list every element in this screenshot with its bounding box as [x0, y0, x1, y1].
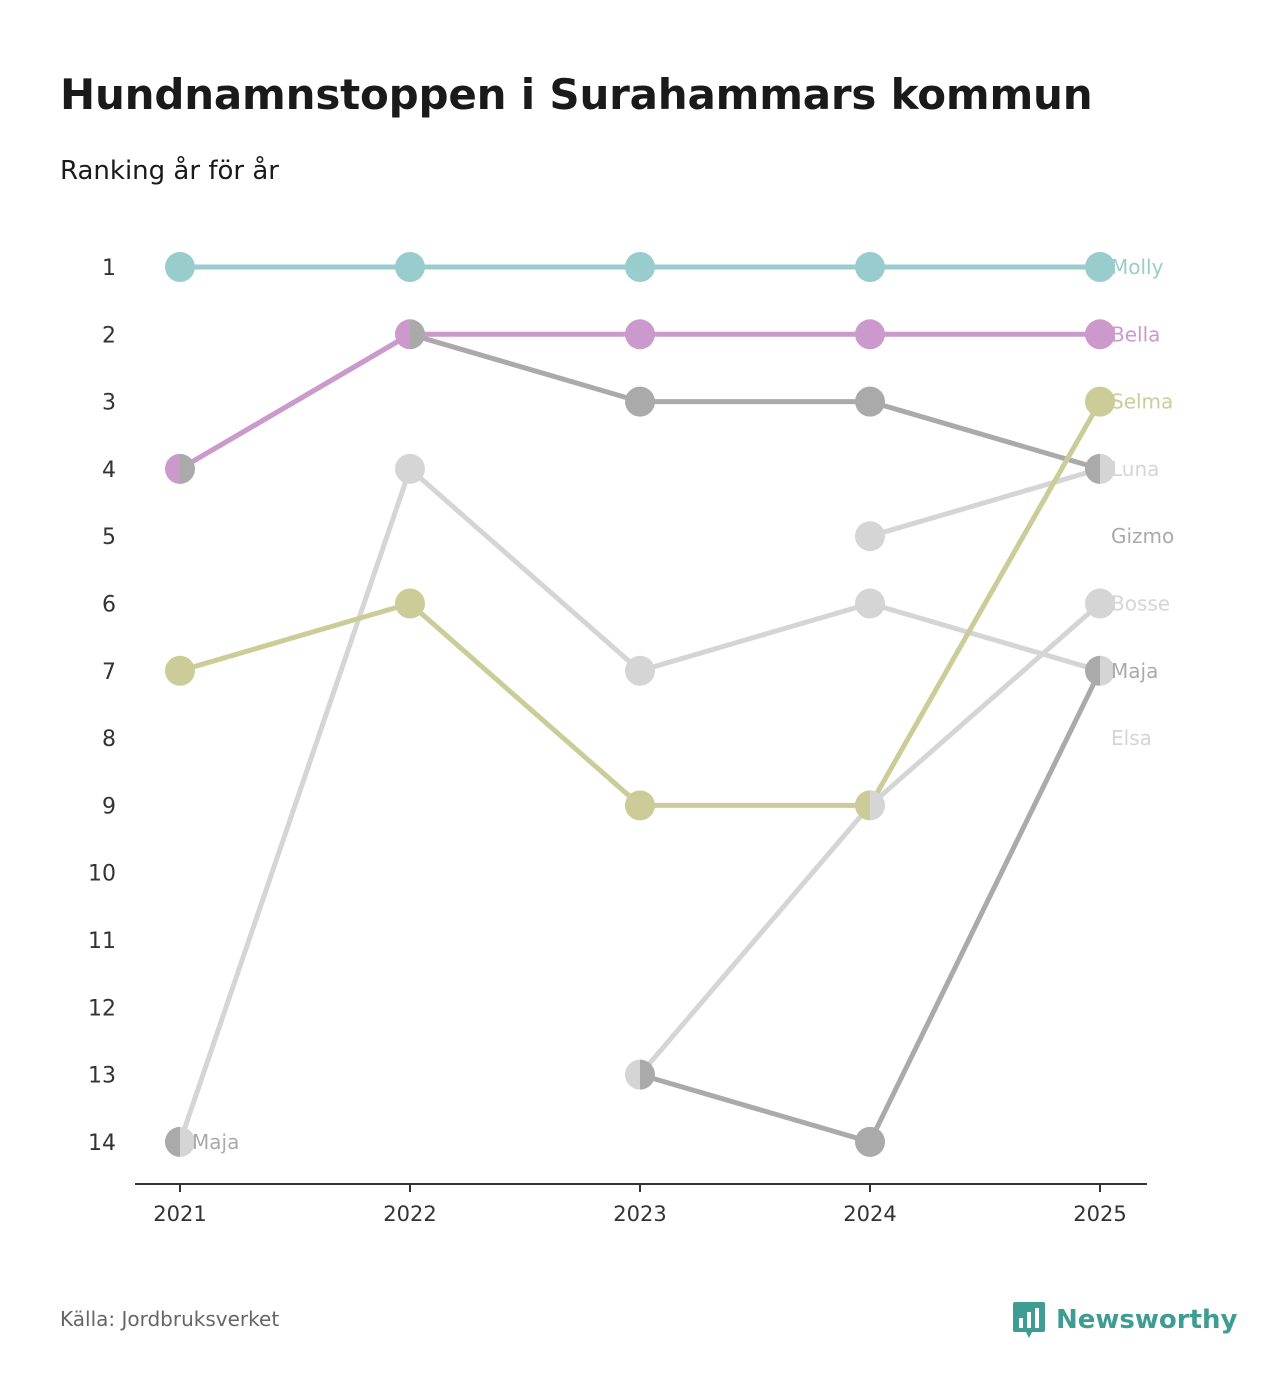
y-tick-label: 10 — [88, 862, 116, 887]
point-maja — [855, 1126, 885, 1157]
chart-subtitle: Ranking år för år — [60, 156, 279, 186]
point-molly — [625, 252, 655, 282]
point-molly — [165, 252, 195, 282]
y-tick-label: 6 — [102, 593, 116, 618]
series-points — [165, 252, 1115, 1157]
point-maja — [640, 1059, 655, 1090]
y-tick-label: 3 — [102, 391, 116, 416]
point-selma — [1085, 386, 1115, 417]
end-label-bosse: Bosse — [1111, 592, 1170, 616]
point-bella — [165, 453, 180, 484]
point-bosse — [625, 1059, 640, 1090]
x-tick-label: 2024 — [843, 1202, 896, 1226]
x-tick-label: 2023 — [613, 1202, 666, 1226]
y-tick-label: 1 — [102, 256, 116, 281]
y-tick-label: 14 — [88, 1131, 116, 1156]
point-molly — [855, 252, 885, 282]
x-axis: 2021 2022 2023 2024 2025 — [135, 1183, 1147, 1226]
point-gizmo — [180, 453, 196, 484]
end-label-maja: Maja — [1111, 659, 1158, 683]
brand-name: Newsworthy — [1056, 1305, 1238, 1335]
point-bosse — [870, 790, 886, 821]
end-label-luna: Luna — [1111, 457, 1159, 481]
y-tick-label: 13 — [88, 1064, 116, 1089]
point-gizmo — [410, 319, 425, 350]
y-tick-label: 5 — [102, 525, 116, 550]
brand-logo: Newsworthy — [1012, 1300, 1237, 1340]
y-tick-label: 8 — [102, 727, 116, 752]
point-bella — [855, 319, 885, 350]
y-tick-label: 12 — [88, 996, 116, 1021]
point-elsa — [180, 1126, 196, 1157]
y-tick-label: 2 — [102, 323, 116, 348]
point-molly — [1085, 252, 1115, 282]
point-luna — [1100, 453, 1115, 484]
x-tick-label: 2022 — [383, 1202, 436, 1226]
end-labels: Molly Bella Selma Luna Gizmo Bosse Maja Elsa Maj… — [192, 255, 1174, 1154]
end-label-bella: Bella — [1111, 322, 1160, 346]
series-line-bosse — [637, 601, 1103, 1078]
point-maja — [165, 1126, 180, 1157]
chart-title: Hundnamnstoppen i Surahammars kommun — [60, 70, 1093, 119]
point-bella — [625, 319, 655, 350]
series-line-luna — [867, 466, 1103, 539]
point-gizmo — [1085, 453, 1100, 484]
point-elsa — [1100, 655, 1115, 686]
end-label-selma: Selma — [1111, 390, 1173, 414]
source-note: Källa: Jordbruksverket — [60, 1307, 280, 1331]
point-elsa — [395, 453, 425, 484]
point-selma — [165, 655, 195, 686]
point-selma — [855, 790, 870, 821]
point-luna — [855, 521, 885, 552]
x-tick-label: 2025 — [1073, 1202, 1126, 1226]
x-tick-label: 2021 — [153, 1202, 206, 1226]
y-tick-label: 7 — [102, 660, 116, 685]
series-line-maja — [637, 668, 1103, 1145]
end-label-gizmo: Gizmo — [1111, 524, 1174, 548]
point-elsa — [625, 655, 655, 686]
extra-label-maja: Maja — [192, 1130, 239, 1154]
end-label-molly: Molly — [1111, 255, 1164, 279]
end-label-elsa: Elsa — [1111, 726, 1152, 750]
point-selma — [395, 588, 425, 619]
newsworthy-icon — [1013, 1302, 1045, 1338]
point-elsa — [855, 588, 885, 619]
y-tick-label: 11 — [88, 929, 116, 954]
point-selma — [625, 790, 655, 821]
y-tick-label: 9 — [102, 794, 116, 819]
point-molly — [395, 252, 425, 282]
point-maja — [1085, 655, 1100, 686]
point-gizmo — [855, 386, 885, 417]
y-tick-label: 4 — [102, 458, 116, 483]
point-gizmo — [625, 386, 655, 417]
point-bella — [1085, 319, 1115, 350]
point-bella — [395, 319, 410, 350]
point-bosse — [1085, 588, 1115, 619]
